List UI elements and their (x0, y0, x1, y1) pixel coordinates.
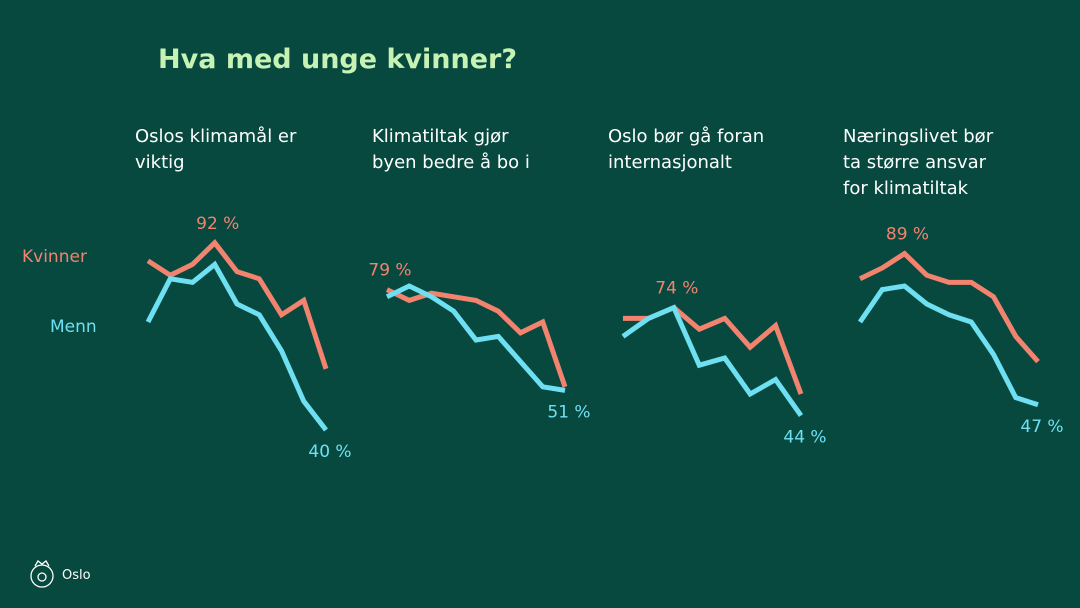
value-label: 51 % (547, 402, 590, 422)
value-label: 92 % (196, 214, 239, 234)
chart-title: Næringslivet bør ta større ansvar for kl… (843, 126, 994, 199)
value-label: 79 % (368, 261, 411, 281)
series-line (385, 283, 566, 393)
series-line (621, 304, 804, 418)
series-line (857, 283, 1039, 408)
value-label: 40 % (308, 442, 351, 462)
chart-title: Oslos klimamål er viktig (135, 126, 297, 173)
footer-logo-text: Oslo (62, 568, 91, 583)
legend-label: Menn (50, 317, 97, 337)
chart-title: Oslo bør gå foran internasjonalt (608, 126, 765, 173)
series-line (858, 250, 1040, 364)
series-line (385, 287, 568, 388)
slide-title: Hva med unge kvinner? (158, 44, 518, 75)
legend-label: Kvinner (22, 247, 87, 267)
value-label: 89 % (886, 225, 929, 245)
series-line (145, 260, 328, 432)
value-label: 47 % (1020, 417, 1063, 437)
chart-title: Klimatiltak gjør byen bedre å bo i (372, 126, 530, 173)
value-label: 74 % (655, 279, 698, 299)
value-label: 44 % (783, 428, 826, 448)
oslo-logo (30, 560, 54, 588)
series-line (146, 239, 329, 370)
